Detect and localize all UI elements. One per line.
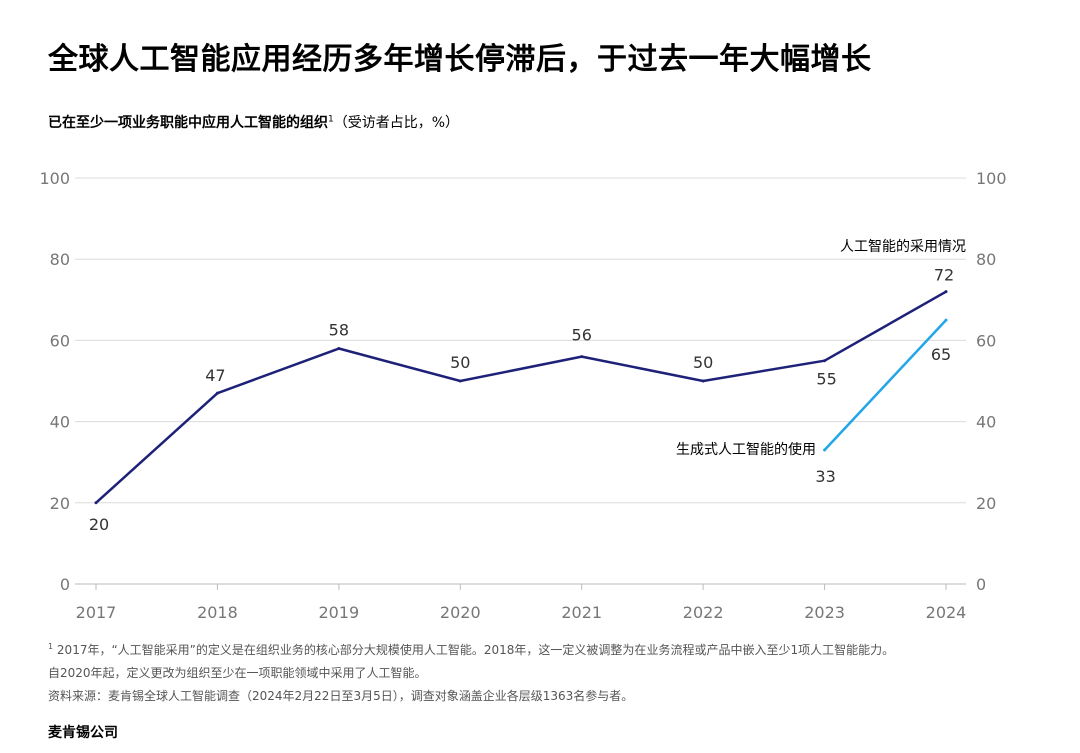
data-label-adoption-2024: 72 (934, 266, 954, 285)
data-point-adoption-2021 (580, 355, 584, 359)
data-point-adoption-2022 (701, 379, 705, 383)
source-note: 资料来源：麦肯锡全球人工智能调查（2024年2月22日至3月5日），调查对象涵盖… (48, 689, 634, 703)
x-tick-2019: 2019 (318, 603, 359, 622)
data-point-adoption-2020 (458, 379, 462, 383)
y-tick-right-60: 60 (976, 331, 996, 350)
data-label-genai-2024: 65 (931, 345, 951, 364)
y-tick-right-40: 40 (976, 413, 996, 432)
data-label-adoption-2018: 47 (205, 366, 225, 385)
y-tick-left-20: 20 (50, 494, 70, 513)
chart-subtitle: 已在至少一项业务职能中应用人工智能的组织1（受访者占比，%） (48, 112, 459, 132)
x-tick-2024: 2024 (926, 603, 967, 622)
series-line-adoption (95, 290, 947, 504)
series-label-adoption: 人工智能的采用情况 (840, 239, 966, 255)
y-tick-left-100: 100 (39, 169, 70, 188)
data-point-genai-2023 (823, 448, 827, 452)
x-tick-2021: 2021 (561, 603, 602, 622)
y-tick-right-80: 80 (976, 250, 996, 269)
footnote-line-2: 自2020年起，定义更改为组织至少在一项职能领域中采用了人工智能。 (48, 666, 427, 680)
y-tick-right-0: 0 (976, 575, 986, 594)
data-label-adoption-2021: 56 (572, 326, 592, 345)
subtitle-unit: （受访者占比，%） (333, 115, 460, 131)
data-label-genai-2023: 33 (815, 467, 835, 486)
x-tick-2020: 2020 (440, 603, 481, 622)
data-point-adoption-2023 (823, 359, 827, 363)
data-label-adoption-2023: 55 (816, 370, 836, 389)
data-point-adoption-2018 (215, 391, 219, 395)
data-point-genai-2024 (944, 318, 948, 322)
series-line-genai (823, 319, 947, 451)
data-point-adoption-2017 (94, 501, 98, 505)
data-point-adoption-2019 (337, 347, 341, 351)
data-label-adoption-2017: 20 (89, 515, 109, 534)
x-tick-2023: 2023 (804, 603, 845, 622)
subtitle-text: 已在至少一项业务职能中应用人工智能的组织 (48, 115, 328, 131)
x-tick-2017: 2017 (76, 603, 117, 622)
series-label-genai: 生成式人工智能的使用 (676, 441, 816, 458)
x-tick-2018: 2018 (197, 603, 238, 622)
y-tick-right-100: 100 (976, 169, 1007, 188)
data-label-adoption-2019: 58 (329, 321, 349, 340)
y-tick-left-40: 40 (50, 413, 70, 432)
y-tick-left-80: 80 (50, 250, 70, 269)
y-tick-left-0: 0 (60, 575, 70, 594)
footnote-text-1: 2017年，“人工智能采用”的定义是在组织业务的核心部分大规模使用人工智能。20… (56, 643, 895, 657)
brand-name: 麦肯锡公司 (48, 725, 118, 741)
y-tick-left-60: 60 (50, 331, 70, 350)
footnote-mark: 1 (48, 642, 54, 651)
data-label-adoption-2022: 50 (693, 353, 713, 372)
data-label-adoption-2020: 50 (450, 353, 470, 372)
data-point-adoption-2024 (944, 290, 948, 294)
chart-title: 全球人工智能应用经历多年增长停滞后，于过去一年大幅增长 (48, 42, 872, 77)
y-tick-right-20: 20 (976, 494, 996, 513)
footnote-line-1: 1 2017年，“人工智能采用”的定义是在组织业务的核心部分大规模使用人工智能。… (48, 641, 894, 658)
subtitle-footnote-mark: 1 (328, 114, 334, 125)
x-tick-2022: 2022 (683, 603, 724, 622)
